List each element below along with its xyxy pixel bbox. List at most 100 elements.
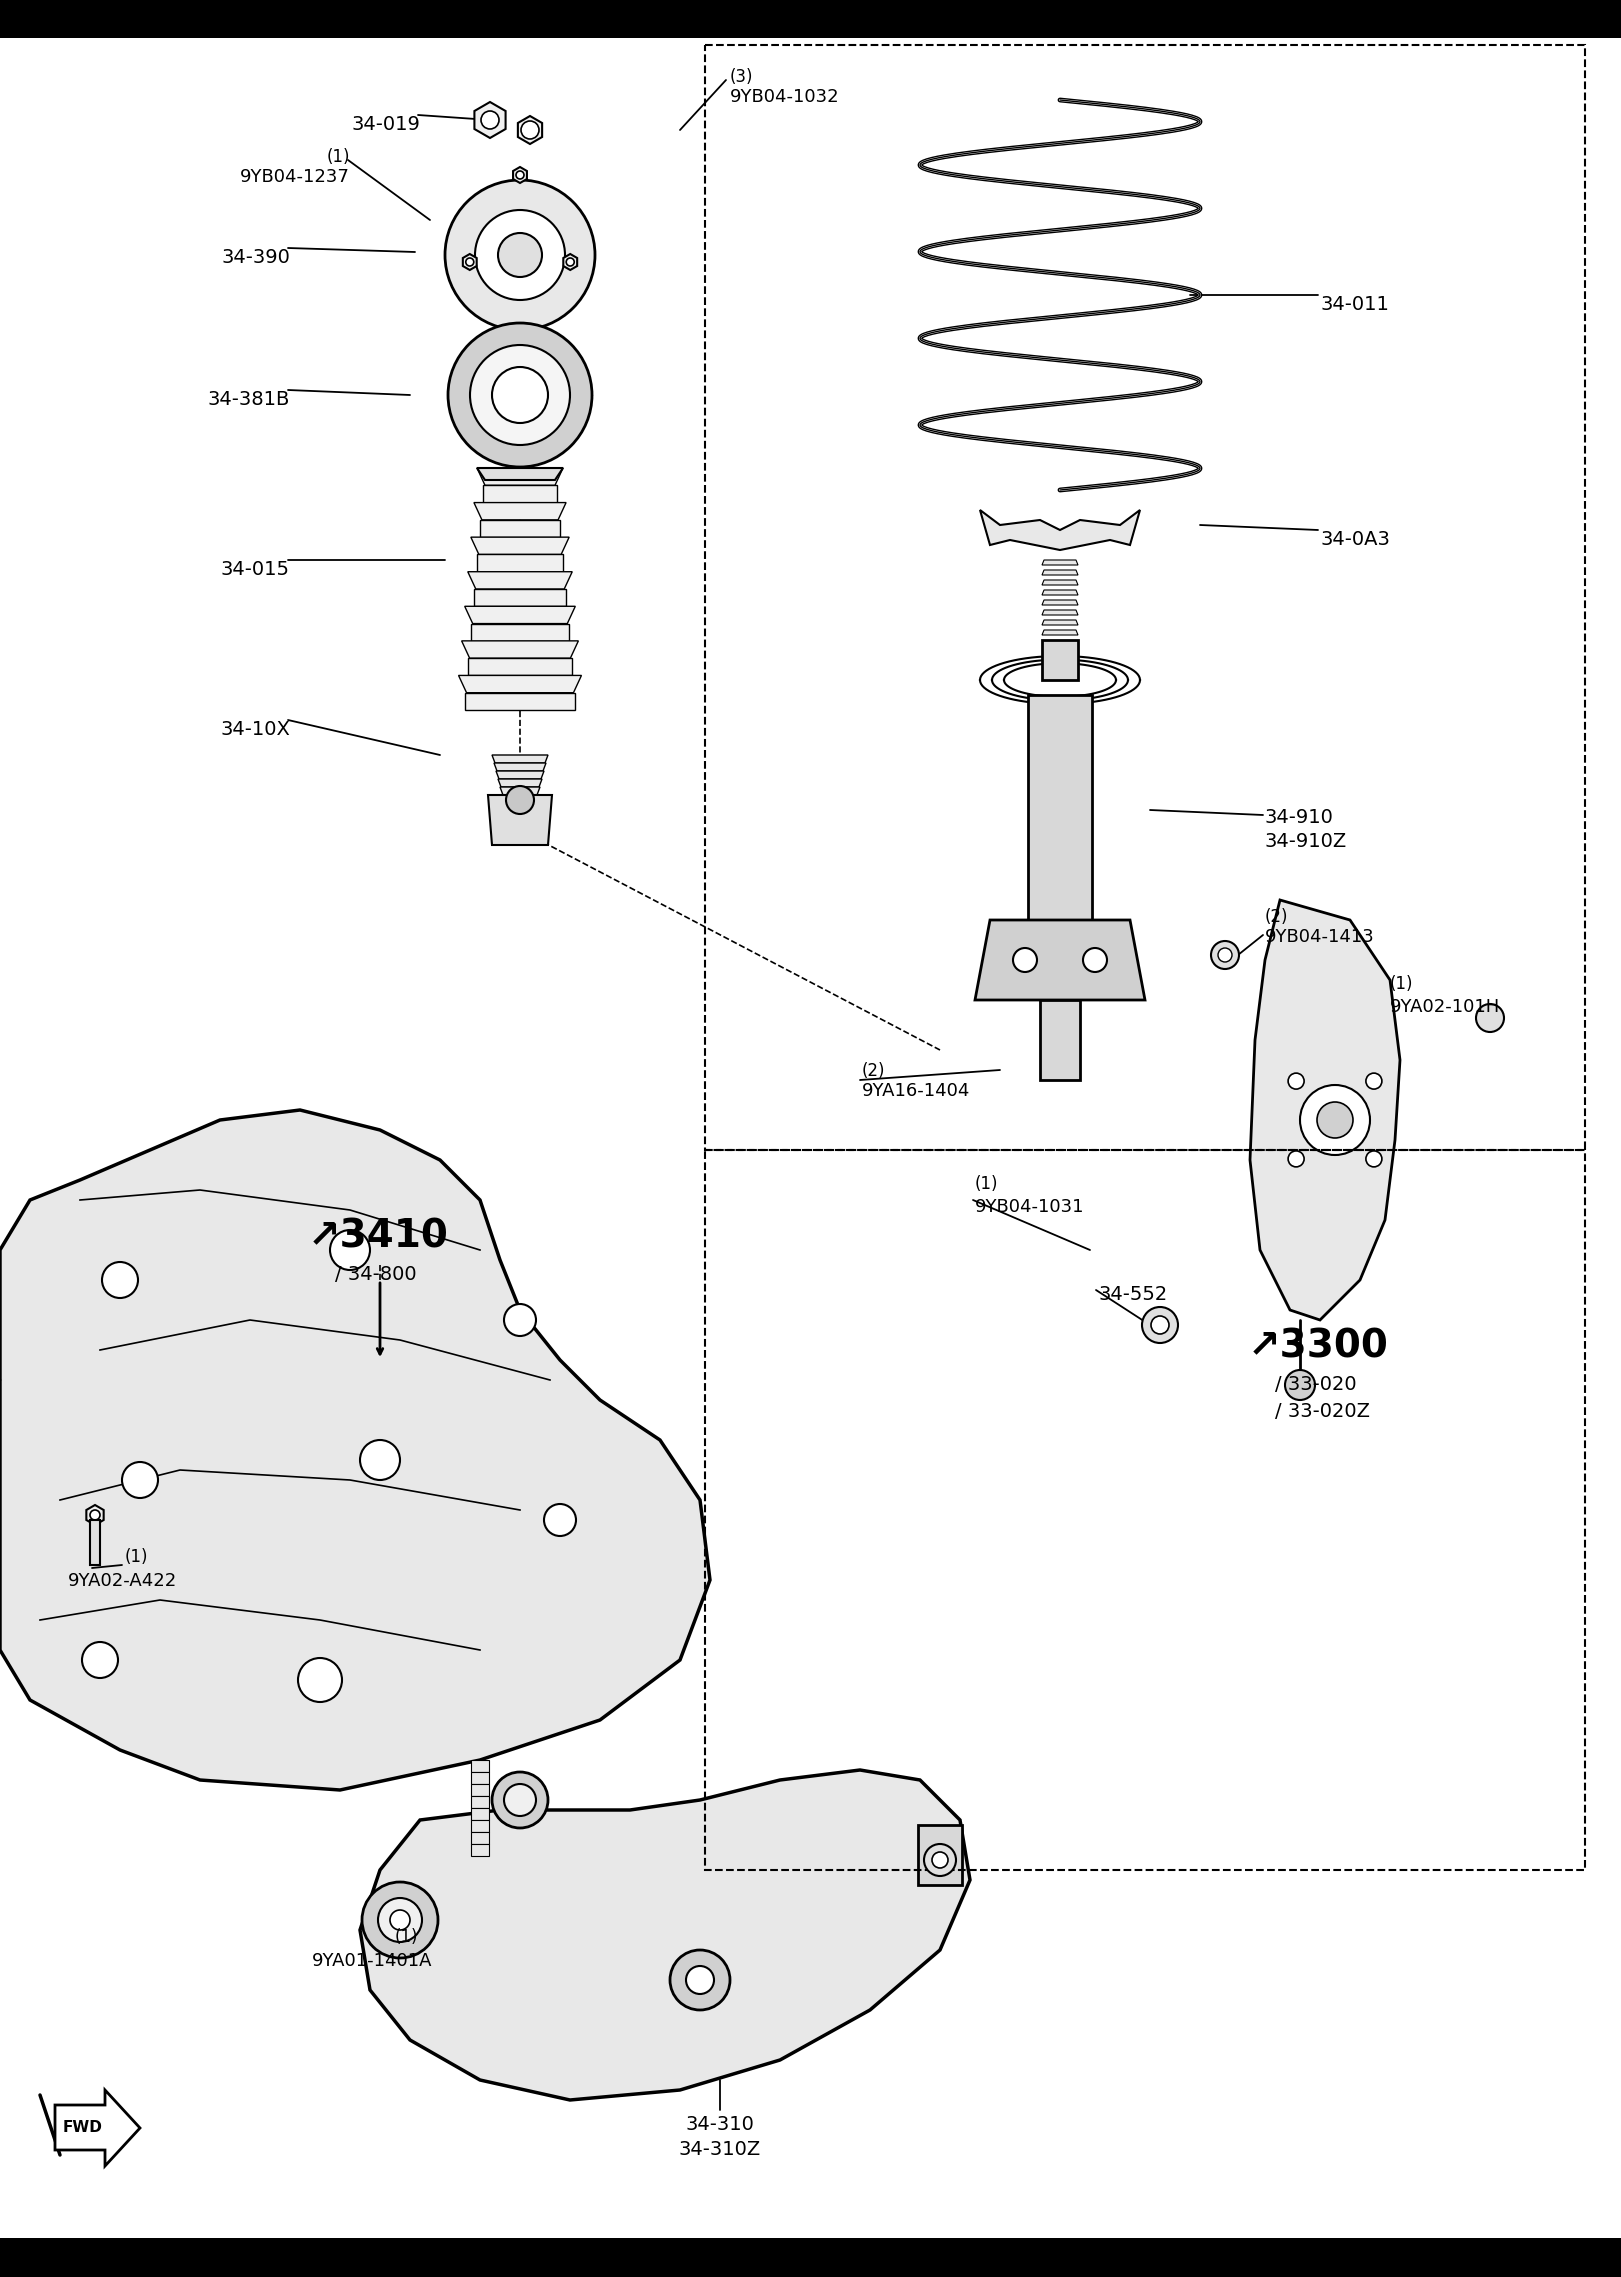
Polygon shape [459,676,582,692]
Circle shape [504,1783,537,1817]
Text: 34-381B: 34-381B [207,389,290,410]
Circle shape [361,1883,438,1958]
Polygon shape [468,658,572,676]
Polygon shape [472,1797,490,1808]
Polygon shape [468,572,572,590]
Circle shape [378,1899,421,1942]
Polygon shape [465,692,575,710]
Text: 34-0A3: 34-0A3 [1319,531,1389,549]
Polygon shape [480,519,559,537]
Circle shape [122,1462,157,1498]
Polygon shape [488,795,553,845]
Bar [705,46,1585,1150]
Text: (1): (1) [125,1548,149,1567]
Polygon shape [1042,610,1078,615]
Polygon shape [475,102,506,139]
Bar [91,1521,101,1564]
Polygon shape [1042,601,1078,606]
Circle shape [473,1849,486,1863]
Bar [917,1824,961,1885]
Circle shape [447,323,592,467]
Text: 9YB04-1413: 9YB04-1413 [1264,929,1375,945]
Polygon shape [1042,619,1078,624]
Text: 9YA16-1404: 9YA16-1404 [862,1082,971,1100]
Circle shape [1289,1150,1305,1166]
Circle shape [102,1261,138,1298]
Bar [1041,1000,1080,1079]
Circle shape [298,1658,342,1701]
Circle shape [465,257,473,266]
Polygon shape [499,788,540,795]
Circle shape [481,112,499,130]
Polygon shape [1042,569,1078,576]
Circle shape [686,1965,713,1995]
Circle shape [504,1305,537,1337]
Text: 34-390: 34-390 [220,248,290,266]
Polygon shape [477,469,562,485]
Text: 9YA02-A422: 9YA02-A422 [68,1571,177,1589]
Polygon shape [477,469,562,480]
Bar [1028,694,1093,920]
Text: (1): (1) [974,1175,999,1193]
Circle shape [493,367,548,424]
Circle shape [1083,947,1107,972]
Text: 34-019: 34-019 [352,116,420,134]
Text: / 33-020: / 33-020 [1276,1375,1357,1394]
Circle shape [1316,1102,1354,1138]
Polygon shape [360,1769,969,2099]
Polygon shape [483,485,556,503]
Text: 34-910Z: 34-910Z [1264,831,1347,852]
Polygon shape [472,1783,490,1797]
Circle shape [1285,1371,1315,1400]
Text: 34-10X: 34-10X [220,720,290,740]
Circle shape [493,1772,548,1828]
Polygon shape [470,537,569,553]
Polygon shape [493,756,548,763]
Circle shape [1367,1072,1381,1088]
Text: / 33-020Z: / 33-020Z [1276,1403,1370,1421]
Polygon shape [498,779,541,788]
Text: (1): (1) [1389,975,1414,993]
Bar [1042,640,1078,681]
Circle shape [1477,1004,1504,1031]
Circle shape [1013,947,1037,972]
Circle shape [506,786,533,813]
Polygon shape [494,763,546,772]
Circle shape [932,1851,948,1867]
Polygon shape [465,606,575,624]
Circle shape [1151,1316,1169,1334]
Polygon shape [472,1760,490,1772]
Text: (2): (2) [862,1061,885,1079]
Text: ↗3300: ↗3300 [1248,1327,1389,1366]
Bar [0,0,1621,39]
Polygon shape [477,553,562,572]
Bar [0,2238,1621,2277]
Text: (1): (1) [326,148,350,166]
Polygon shape [462,640,579,658]
Polygon shape [475,590,566,606]
Polygon shape [472,1844,490,1856]
Text: 9YB04-1031: 9YB04-1031 [974,1198,1084,1216]
Text: (2): (2) [1264,909,1289,927]
Text: / 34-800: / 34-800 [336,1266,417,1284]
Circle shape [1211,940,1238,970]
Polygon shape [981,510,1140,551]
Circle shape [520,121,540,139]
Text: 9YB04-1237: 9YB04-1237 [240,168,350,187]
Text: (1): (1) [396,1929,418,1947]
Circle shape [360,1439,400,1480]
Bar [705,1150,1585,1869]
Text: 34-015: 34-015 [220,560,290,578]
Polygon shape [514,166,527,182]
Polygon shape [496,772,545,779]
Text: ↗3410: ↗3410 [308,1218,449,1257]
Polygon shape [0,1109,710,1790]
Circle shape [566,257,574,266]
Polygon shape [517,116,541,143]
Text: 34-310: 34-310 [686,2115,754,2134]
Text: FWD: FWD [63,2120,104,2136]
Polygon shape [468,1842,493,1869]
Circle shape [446,180,595,330]
Text: 34-552: 34-552 [1097,1284,1167,1305]
Text: 34-310Z: 34-310Z [679,2140,762,2159]
